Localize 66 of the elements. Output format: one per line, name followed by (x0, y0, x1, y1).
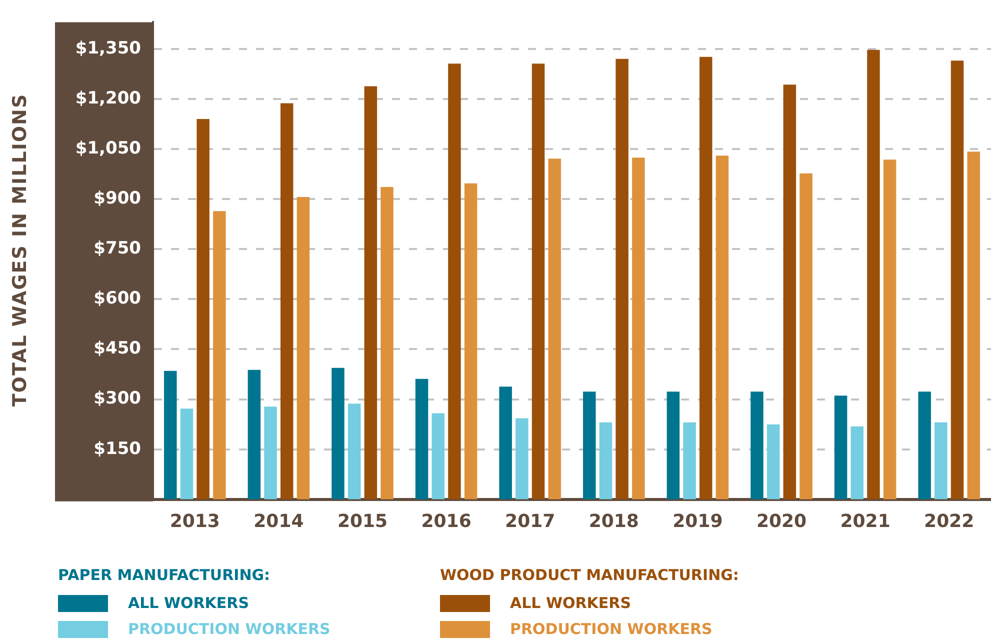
bar (364, 86, 378, 500)
bar (967, 152, 980, 500)
bar (432, 413, 445, 500)
bar (499, 386, 512, 500)
y-tick-label: $300 (94, 388, 142, 409)
y-axis-title: TOTAL WAGES IN MILLIONS (9, 93, 31, 407)
bar (750, 392, 764, 500)
text: PAPER MANUFACTURING: (58, 566, 272, 584)
x-tick-label: 2019 (672, 510, 723, 532)
y-tick-label: $900 (94, 188, 142, 208)
bar (950, 60, 964, 500)
legend-label: PRODUCTION WORKERS (510, 620, 712, 638)
bar (332, 368, 344, 500)
bar (415, 378, 428, 500)
bar (783, 84, 796, 500)
bar (532, 64, 545, 500)
x-tick-label: 2014 (254, 510, 304, 532)
legend-label: ALL WORKERS (128, 594, 250, 612)
bar (716, 156, 729, 500)
bar (448, 64, 461, 500)
x-tick-label: 2016 (421, 510, 472, 532)
bar (280, 103, 294, 500)
y-tick-label: $600 (94, 288, 142, 309)
y-tick-label: $150 (94, 438, 142, 459)
bar (632, 158, 645, 500)
y-tick-label: $1,200 (75, 88, 142, 108)
x-tick-label: 2017 (505, 510, 556, 532)
bar (683, 422, 696, 500)
x-tick-label: 2015 (337, 510, 388, 532)
bar (180, 408, 194, 500)
bar (834, 396, 848, 500)
bar (850, 426, 864, 500)
bar (296, 197, 310, 500)
y-tick-label: $450 (94, 338, 142, 359)
bar (800, 173, 812, 500)
bar (213, 211, 226, 500)
bar (599, 422, 612, 500)
bar (464, 183, 478, 500)
bar (248, 370, 261, 500)
y-tick-label: $1,350 (75, 38, 142, 58)
bar (380, 187, 394, 500)
bar (918, 392, 931, 500)
legend-label: PRODUCTION WORKERS (128, 620, 330, 638)
bar (264, 406, 277, 500)
y-tick-label: $1,050 (75, 138, 142, 158)
bar (583, 392, 596, 500)
bar (348, 404, 361, 500)
bar (548, 158, 561, 500)
bar (766, 424, 780, 500)
y-tick-label: $750 (94, 238, 142, 259)
x-tick-label: 2020 (756, 510, 807, 532)
bar (666, 392, 680, 500)
x-tick-label: 2022 (924, 510, 974, 532)
bar (196, 118, 210, 500)
x-tick-label: 2018 (588, 510, 639, 532)
x-tick-label: 2013 (170, 510, 220, 532)
x-tick-label: 2021 (840, 510, 890, 532)
bar (164, 370, 177, 500)
bar (700, 56, 712, 500)
text: WOOD PRODUCT MANUFACTURING: (440, 566, 740, 584)
bar (616, 58, 628, 500)
bar (867, 50, 880, 500)
bar (883, 160, 896, 500)
legend-label: ALL WORKERS (510, 594, 632, 612)
bar (934, 422, 948, 500)
bar (516, 418, 528, 500)
